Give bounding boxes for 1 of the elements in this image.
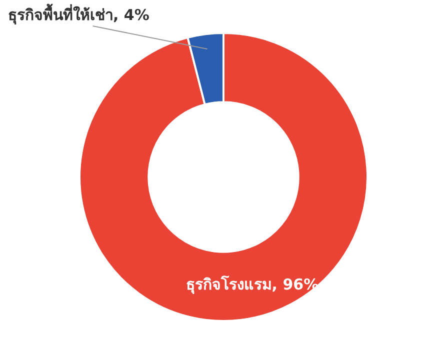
slice-label: ธุรกิจพื้นที่ให้เช่า, 4%	[8, 2, 150, 25]
